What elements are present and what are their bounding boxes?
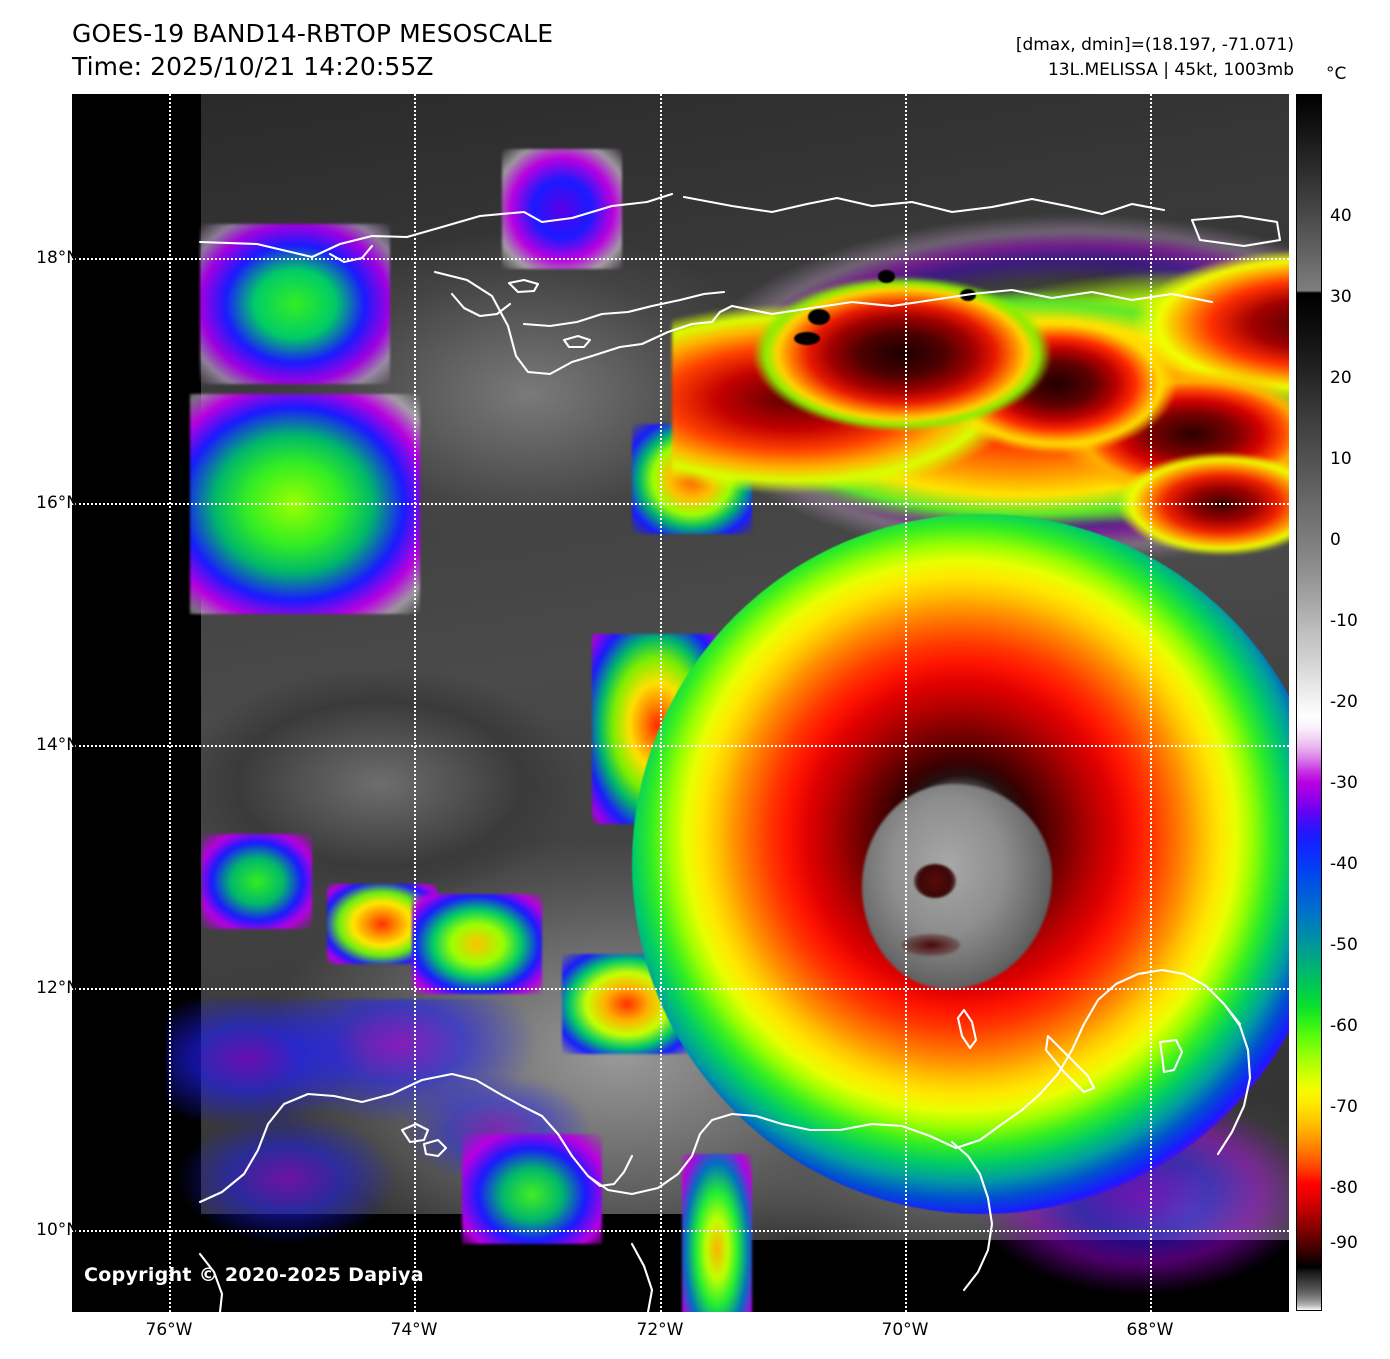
- coastline-maracaibo: [950, 1140, 994, 1292]
- overshooting-top: [794, 332, 820, 345]
- colorbar-tick-m90: -90: [1330, 1233, 1358, 1253]
- coastline-hispaniola-north: [682, 195, 1166, 216]
- coastline-guajira: [586, 1154, 634, 1188]
- storm-info-label: 13L.MELISSA | 45kt, 1003mb: [1047, 59, 1294, 80]
- ytick-label-16n: 16°N: [36, 493, 79, 513]
- coastline-south-peninsula: [630, 1242, 654, 1312]
- coastline-hispaniola-south: [433, 270, 734, 376]
- colorbar: [1296, 94, 1322, 1311]
- colorbar-tick-m60: -60: [1330, 1016, 1358, 1036]
- coastline-dominican-south: [730, 288, 1214, 316]
- satellite-raster: Copyright © 2020-2025 Dapiya: [72, 94, 1289, 1312]
- xtick-label-74w: 74°W: [390, 1320, 438, 1340]
- coastline-overlay: [198, 192, 1282, 1312]
- page-title: GOES-19 BAND14-RBTOP MESOSCALE: [72, 19, 554, 48]
- colorbar-tick-30: 30: [1330, 287, 1352, 307]
- coastline-hispaniola-south2: [522, 290, 726, 328]
- colorbar-tick-10: 10: [1330, 449, 1352, 469]
- ytick-label-12n: 12°N: [36, 978, 79, 998]
- satellite-image-plot: Copyright © 2020-2025 Dapiya: [72, 94, 1289, 1312]
- coastline-south-peninsula2: [198, 1252, 224, 1312]
- colorbar-tick-m20: -20: [1330, 692, 1358, 712]
- overshooting-top: [878, 270, 895, 283]
- coastline-bonaire: [1158, 1038, 1184, 1074]
- copyright-label: Copyright © 2020-2025 Dapiya: [84, 1264, 424, 1286]
- dmax-dmin-label: [dmax, dmin]=(18.197, -71.071): [1015, 35, 1294, 55]
- coastline-curacao: [1044, 1034, 1096, 1094]
- colorbar-gradient: [1297, 95, 1321, 1310]
- coastline-cuba-bay: [328, 244, 374, 264]
- colorbar-frame: [1296, 94, 1322, 1311]
- colorbar-tick-m40: -40: [1330, 854, 1358, 874]
- cloud-cell: [202, 834, 312, 929]
- colorbar-tick-m50: -50: [1330, 935, 1358, 955]
- xtick-label-70w: 70°W: [881, 1320, 929, 1340]
- colorbar-units-label: °C: [1326, 64, 1347, 84]
- xtick-label-76w: 76°W: [145, 1320, 193, 1340]
- overshooting-top: [808, 309, 830, 325]
- coastline-south-america: [198, 968, 1242, 1204]
- coastline-lake: [422, 1138, 448, 1158]
- xtick-label-68w: 68°W: [1126, 1320, 1174, 1340]
- colorbar-tick-40: 40: [1330, 206, 1352, 226]
- timestamp-label: Time: 2025/10/21 14:20:55Z: [72, 51, 434, 81]
- colorbar-tick-0: 0: [1330, 530, 1341, 550]
- cloud-cell: [462, 1134, 602, 1244]
- colorbar-tick-20: 20: [1330, 368, 1352, 388]
- coastline-lake: [400, 1122, 430, 1144]
- colorbar-tick-m70: -70: [1330, 1097, 1358, 1117]
- coastline-hispaniola-bay: [562, 334, 592, 349]
- xtick-label-72w: 72°W: [636, 1320, 684, 1340]
- coastline-gonave-island: [507, 278, 540, 294]
- coastline-aruba: [956, 1008, 978, 1050]
- coastline-puerto-rico: [1190, 214, 1282, 248]
- coastline-hispaniola-peninsula: [450, 292, 512, 318]
- header-right-block: [dmax, dmin]=(18.197, -71.071) 13L.MELIS…: [1016, 33, 1294, 82]
- coastline-venezuela-east: [1216, 1002, 1252, 1156]
- ytick-label-18n: 18°N: [36, 248, 79, 268]
- coastline-cuba: [198, 192, 674, 259]
- cloud-cell: [200, 224, 390, 384]
- colorbar-tick-m80: -80: [1330, 1178, 1358, 1198]
- cloud-cell: [412, 894, 542, 994]
- ytick-label-10n: 10°N: [36, 1220, 79, 1240]
- colorbar-tick-m10: -10: [1330, 611, 1358, 631]
- colorbar-tick-m30: -30: [1330, 773, 1358, 793]
- header-left-block: GOES-19 BAND14-RBTOP MESOSCALE Time: 202…: [72, 18, 553, 83]
- ytick-label-14n: 14°N: [36, 735, 79, 755]
